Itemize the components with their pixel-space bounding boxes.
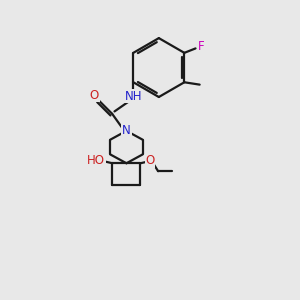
Text: NH: NH bbox=[124, 90, 142, 103]
Text: N: N bbox=[122, 124, 131, 137]
Text: O: O bbox=[89, 89, 99, 102]
Text: O: O bbox=[145, 154, 154, 167]
Text: HO: HO bbox=[87, 154, 105, 167]
Text: F: F bbox=[197, 40, 204, 53]
